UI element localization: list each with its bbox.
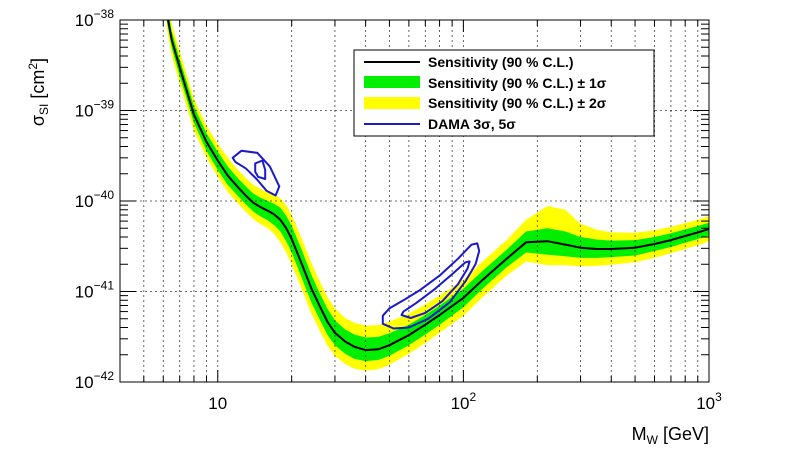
legend-label-dama: DAMA 3σ, 5σ [428,116,516,132]
x-axis-title: MW [GeV] [632,424,709,447]
legend-box [353,49,655,137]
y-axis-title: σSI [cm2] [26,58,51,126]
legend: Sensitivity (90 % C.L.) Sensitivity (90 … [353,49,655,137]
x-tick-label: 102 [451,390,477,413]
legend-swatch-2sigma [364,97,420,109]
y-axis-title-sup: 2 [26,63,40,70]
y-tick-label: 10−41 [75,279,115,302]
y-axis-title-main: σ [28,115,48,126]
sensitivity-bands [166,20,709,371]
dama-contour [231,149,281,197]
y-axis-title-sub: SI [37,104,51,115]
band-1sigma [166,20,709,362]
x-tick-label: 103 [696,390,722,413]
x-axis-title-main: M [632,424,647,444]
y-tick-label: 10−42 [75,369,115,392]
dama-contour [254,159,267,180]
legend-label-median: Sensitivity (90 % C.L.) [428,54,573,70]
sensitivity-curve [167,20,709,352]
x-axis-title-sub: W [647,433,659,447]
y-tick-label: 10−39 [75,98,115,121]
legend-swatch-1sigma [364,76,420,88]
dama-contour [381,242,481,330]
curves [167,20,709,352]
legend-label-1sigma: Sensitivity (90 % C.L.) ± 1σ [428,75,607,91]
svg-text:σSI [cm2]: σSI [cm2] [26,58,51,126]
tick-marks [119,19,709,383]
dama-contour [400,260,471,319]
y-axis-title-unit: [cm [28,70,48,104]
legend-label-2sigma: Sensitivity (90 % C.L.) ± 2σ [428,95,607,111]
tick-labels: 10 102 103 10−38 10−39 10−40 10−41 10−42 [75,7,722,413]
x-tick-label: 10 [208,394,227,413]
y-tick-label: 10−40 [75,188,115,211]
y-tick-label: 10−38 [75,7,115,30]
x-axis-title-unit: [GeV] [658,424,709,444]
band-2sigma [166,20,709,371]
y-axis-title-close: ] [28,58,48,63]
